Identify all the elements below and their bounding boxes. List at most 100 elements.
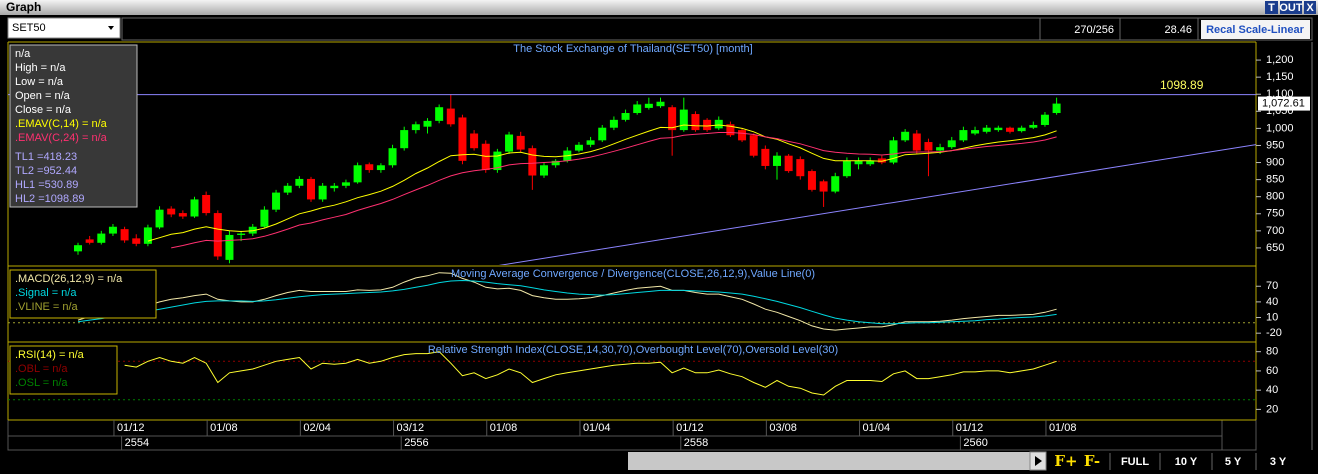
- candle-body: [167, 208, 176, 215]
- window-button[interactable]: X: [1306, 2, 1314, 14]
- candle-body: [761, 148, 770, 166]
- symbol-select[interactable]: [7, 17, 121, 39]
- candle-body: [633, 104, 642, 114]
- candle-body: [97, 233, 106, 243]
- candle-body: [470, 133, 479, 149]
- plot-area: [8, 272, 1256, 331]
- y-tick-label: -20: [1266, 327, 1282, 339]
- y-tick-label: 40: [1266, 384, 1278, 396]
- candle-body: [388, 148, 397, 166]
- range-button[interactable]: 3 Y: [1270, 456, 1287, 468]
- candle-body: [505, 134, 514, 152]
- button-bg[interactable]: [1304, 1, 1316, 14]
- x-tick-label: 01/04: [583, 422, 611, 434]
- legend-entry: .MACD(26,12,9) = n/a: [15, 273, 123, 285]
- candle-body: [877, 158, 886, 163]
- candle-body: [423, 120, 432, 127]
- candle-body: [691, 114, 700, 131]
- y-tick-label: 800: [1266, 191, 1284, 203]
- scale-button-bg[interactable]: [1201, 20, 1310, 39]
- level-value: 1098.89: [45, 193, 85, 205]
- legend-box: [9, 44, 138, 208]
- x-tick-label: 03/08: [769, 422, 797, 434]
- zoom-out[interactable]: F-: [1084, 452, 1100, 470]
- legend-info: Open = n/a: [15, 90, 71, 102]
- candle-body: [819, 181, 828, 192]
- candle-body: [435, 107, 444, 121]
- candle-body: [714, 119, 723, 129]
- range-button[interactable]: 10 Y: [1175, 456, 1198, 468]
- y-tick-label: 650: [1266, 242, 1284, 254]
- candle-body: [807, 171, 816, 190]
- candle-body: [1029, 124, 1038, 128]
- x-tick-label: 01/12: [676, 422, 704, 434]
- chart-title: Moving Average Convergence / Divergence(…: [451, 268, 815, 280]
- candle-body: [516, 135, 525, 150]
- candle-body: [132, 238, 141, 244]
- candle-body: [609, 119, 618, 128]
- level-name: TL1 =: [15, 151, 43, 163]
- candle-body: [959, 130, 968, 141]
- indicator-line: [124, 351, 1057, 396]
- candle-body: [283, 185, 292, 193]
- legend-box: [9, 345, 118, 395]
- candle-body: [831, 176, 840, 192]
- select-arrow[interactable]: [108, 26, 114, 30]
- candle-body: [551, 160, 560, 166]
- ema-line: [171, 132, 1057, 249]
- candle-body: [272, 192, 281, 210]
- zoom-in[interactable]: F+: [1054, 452, 1077, 470]
- scroll-arrow[interactable]: [1035, 456, 1042, 466]
- candle-body: [411, 124, 420, 131]
- range-button[interactable]: 5 Y: [1225, 456, 1242, 468]
- legend-level: TL1 =418.23: [15, 151, 77, 163]
- candle-body: [947, 140, 956, 148]
- candle-body: [85, 239, 94, 243]
- candle-body: [295, 178, 304, 186]
- candle-body: [854, 160, 863, 165]
- candle-body: [912, 133, 921, 151]
- symbol-text[interactable]: SET50: [12, 22, 46, 34]
- x-tick-label: 02/04: [303, 422, 331, 434]
- legend-level: HL2 =1098.89: [15, 193, 84, 205]
- candle-body: [598, 127, 607, 141]
- x-tick-label: 01/12: [117, 422, 145, 434]
- scrollbar-track[interactable]: [628, 452, 1030, 470]
- candle-body: [1052, 103, 1061, 114]
- candle-body: [866, 160, 875, 165]
- candle-body: [668, 107, 677, 131]
- candle-body: [738, 130, 747, 141]
- candle-body: [225, 234, 234, 260]
- candle-body: [971, 130, 980, 134]
- legend-info: Close = n/a: [15, 104, 72, 116]
- level-value: 418.23: [43, 151, 77, 163]
- candle-body: [330, 185, 339, 189]
- candle-body: [936, 147, 945, 151]
- legend-entry: .EMAV(C,14) = n/a: [15, 118, 108, 130]
- y-tick-label: 1,000: [1266, 122, 1294, 134]
- plot-area: 530.89 1098.89: [8, 78, 1256, 265]
- indicator-line: [77, 272, 1057, 331]
- legend-info: High = n/a: [15, 62, 66, 74]
- candle-body: [726, 124, 735, 136]
- legend-entry: .Signal = n/a: [15, 287, 77, 299]
- candle-body: [621, 113, 630, 120]
- legend-info: n/a: [15, 48, 31, 60]
- button-bg[interactable]: [1280, 1, 1302, 14]
- chart-title: Relative Strength Index(CLOSE,14,30,70),…: [428, 344, 838, 356]
- year-label: 2554: [125, 437, 149, 449]
- y-tick-label: 900: [1266, 156, 1284, 168]
- range-button[interactable]: FULL: [1121, 456, 1149, 468]
- title-bar: [0, 0, 1318, 15]
- level-value: 952.44: [43, 165, 77, 177]
- window-button[interactable]: T: [1268, 2, 1275, 14]
- scale-button[interactable]: Recal Scale-Linear: [1206, 24, 1305, 36]
- candle-body: [540, 165, 548, 176]
- last-price-box: [1258, 96, 1310, 111]
- level-name: TL2 =: [15, 165, 43, 177]
- window-button[interactable]: OUT: [1279, 2, 1303, 14]
- button-bg[interactable]: [1265, 1, 1278, 14]
- candle-body: [213, 213, 222, 257]
- candle-body: [120, 229, 129, 241]
